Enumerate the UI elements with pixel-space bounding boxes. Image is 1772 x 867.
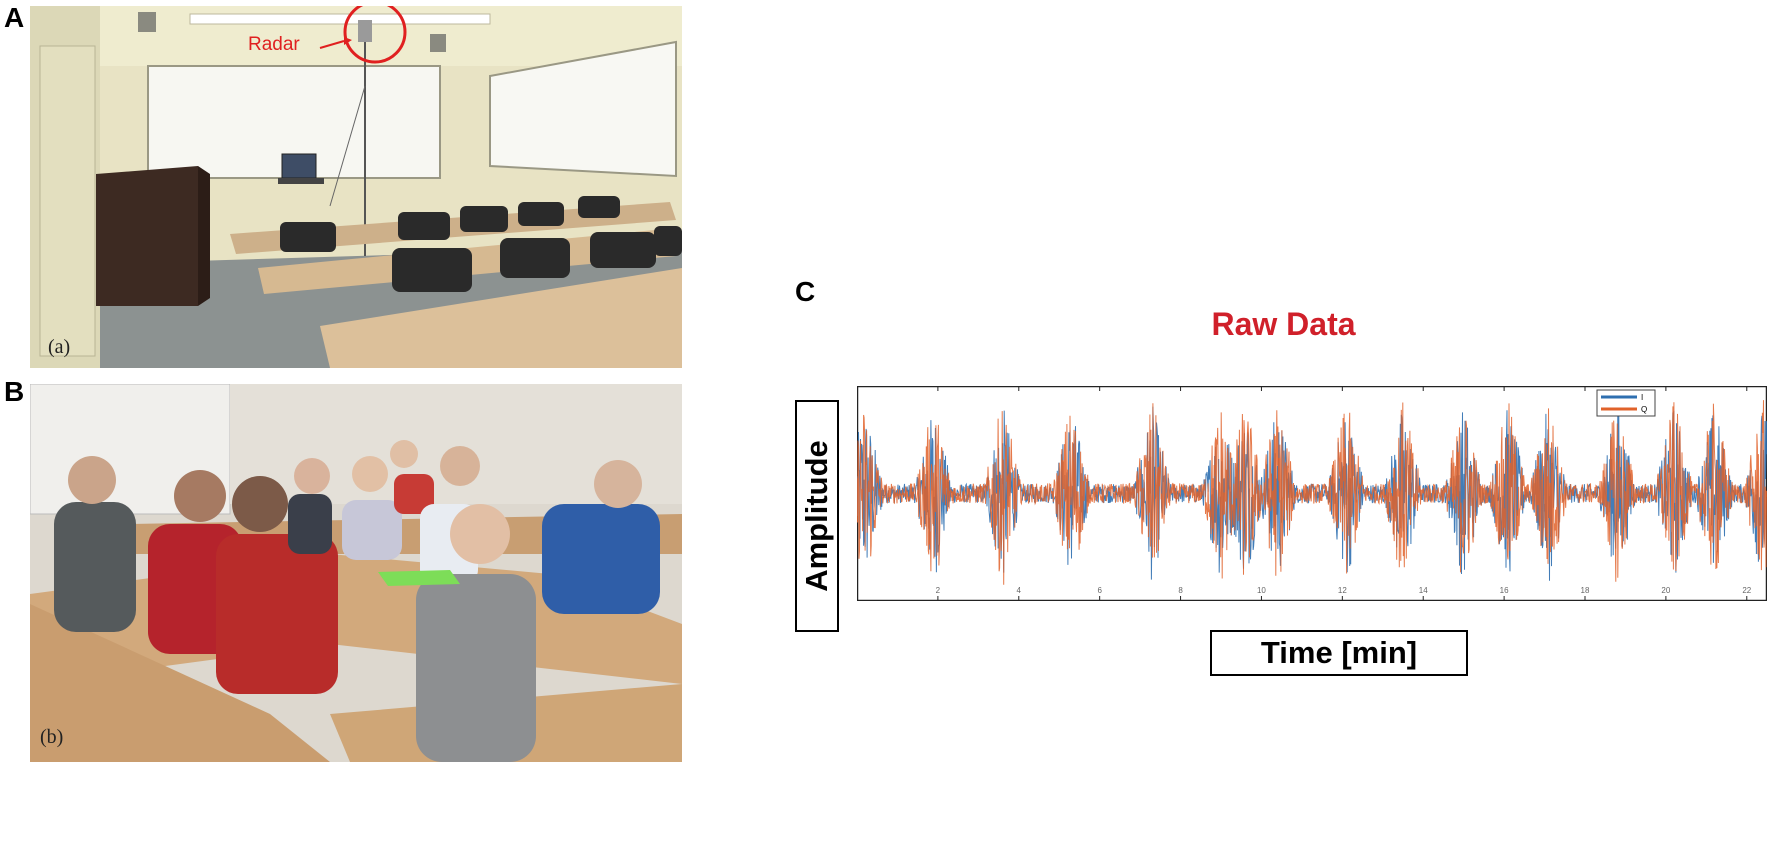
x-tick-label: 8 [1178,586,1183,595]
radar-annotation: Radar [248,34,300,55]
x-axis-label: Time [min] [1210,630,1468,676]
classroom-photo: Radar (a) [30,6,682,368]
panel-letter-a: A [4,2,25,33]
y-axis-label-box: Amplitude [795,400,839,632]
x-tick-label: 14 [1419,586,1428,595]
chart-title: Raw Data [1211,306,1356,342]
x-tick-label: 18 [1581,586,1590,595]
panel-letter-c: C [795,276,816,307]
x-tick-label: 4 [1017,586,1022,595]
legend-box [1596,389,1656,417]
legend-label-i: I [1641,393,1643,402]
series-line-q [856,400,1768,585]
x-tick-label: 2 [936,586,941,595]
photo-caption-b: (b) [40,726,64,748]
participants-illustration [30,384,682,762]
raw-data-plot: 2 4 6 8 10 12 14 16 18 20 22 IQ [856,385,1768,602]
classroom-illustration [30,6,682,368]
y-axis-label: Amplitude [799,440,834,592]
x-tick-label: 6 [1097,586,1102,595]
x-tick-label: 20 [1661,586,1670,595]
x-tick-label: 12 [1338,586,1347,595]
participants-photo: (b) [30,384,682,762]
legend-label-q: Q [1641,405,1647,414]
photo-caption-a: (a) [48,336,71,358]
x-tick-label: 16 [1500,586,1509,595]
x-tick-label: 10 [1257,586,1266,595]
panel-letter-b: B [4,376,25,407]
x-tick-label: 22 [1742,586,1751,595]
